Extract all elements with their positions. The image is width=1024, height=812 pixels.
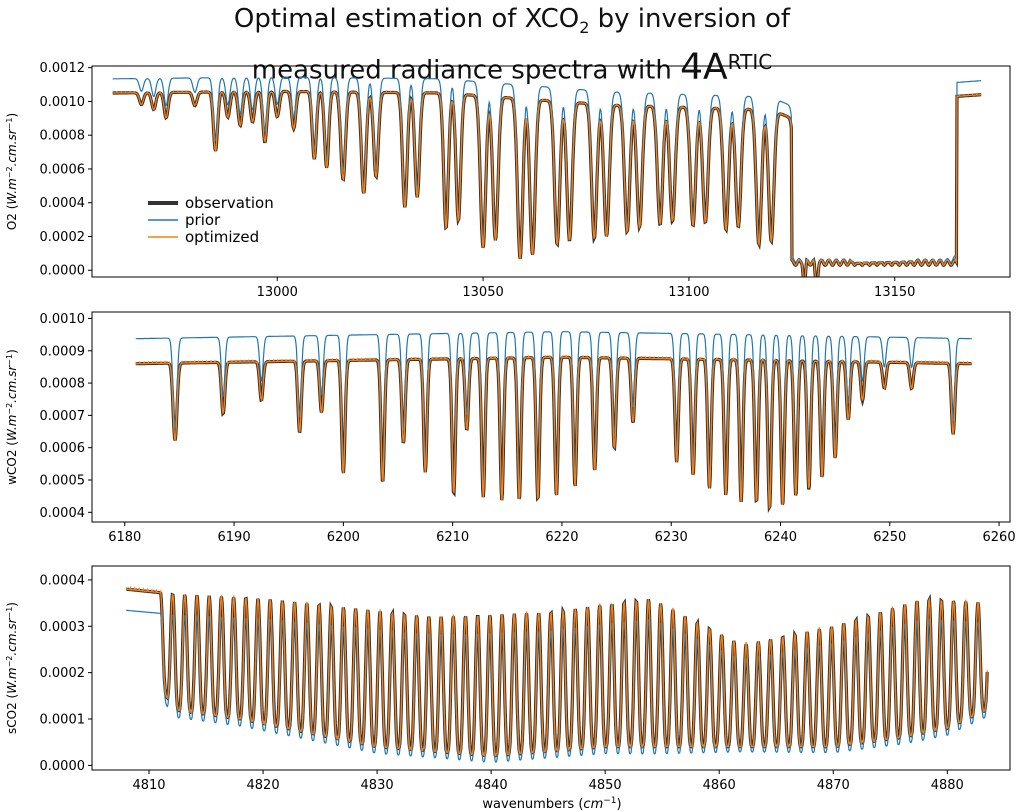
y-axis-label-part: sCO2 ( bbox=[5, 694, 19, 734]
y-axis-label-part: .cm.sr bbox=[5, 617, 19, 655]
x-tick-label: 6200 bbox=[327, 530, 360, 545]
x-tick-label: 4860 bbox=[703, 778, 736, 793]
y-axis-label-part: W.m bbox=[5, 667, 19, 693]
x-tick-label: 6180 bbox=[108, 530, 141, 545]
x-tick-label: 6190 bbox=[218, 530, 251, 545]
x-tick-label: 4810 bbox=[132, 778, 165, 793]
axes-frame bbox=[91, 311, 1011, 523]
series-observation bbox=[112, 89, 982, 277]
x-tick-label: 4850 bbox=[589, 778, 622, 793]
x-tick-label: 4880 bbox=[931, 778, 964, 793]
title-line2-sup: RTIC bbox=[727, 50, 773, 75]
y-tick-label: 0.0012 bbox=[40, 61, 86, 76]
x-tick-label: 6220 bbox=[545, 530, 578, 545]
y-axis-label-part: wCO2 ( bbox=[5, 441, 19, 485]
x-axis-label-prefix: wavenumbers ( bbox=[482, 797, 583, 812]
y-tick-label: 0.0000 bbox=[40, 759, 86, 774]
x-tick-label: 6240 bbox=[764, 530, 797, 545]
axes-frame bbox=[91, 565, 1011, 771]
x-tick-label: 6260 bbox=[983, 530, 1016, 545]
y-tick-label: 0.0005 bbox=[40, 474, 86, 489]
x-axis-label-suffix: ) bbox=[617, 797, 622, 812]
x-ticks: 4810 4820 4830 4840 4850 4860 4870 4880 bbox=[132, 770, 964, 793]
x-tick-label: 6210 bbox=[436, 530, 469, 545]
x-axis-label-unit: cm bbox=[583, 797, 603, 812]
x-tick-label: 13000 bbox=[257, 285, 298, 300]
y-axis-label-part: −2 bbox=[5, 166, 14, 178]
legend-label-observation: observation bbox=[185, 194, 274, 212]
y-axis-label: O2 (W.m−2.cm.sr−1) bbox=[5, 113, 20, 230]
series-optimized bbox=[112, 89, 982, 277]
chart-title: Optimal estimation of XCO2 by inversion … bbox=[0, 0, 1024, 88]
y-axis-label: sCO2 (W.m−2.cm.sr−1) bbox=[5, 602, 20, 734]
x-tick-label: 13050 bbox=[462, 285, 503, 300]
title-line2-big: 4A bbox=[680, 46, 728, 88]
y-axis-label-part: −1 bbox=[5, 118, 14, 130]
y-axis-label-part: W.m bbox=[5, 415, 19, 441]
series-prior bbox=[112, 76, 982, 277]
x-tick-label: 4870 bbox=[817, 778, 850, 793]
y-tick-label: 0.0002 bbox=[40, 230, 86, 245]
title-line1-sub: 2 bbox=[579, 18, 590, 38]
x-tick-label: 13100 bbox=[668, 285, 709, 300]
x-tick-label: 13150 bbox=[874, 285, 915, 300]
legend: observation prior optimized bbox=[148, 194, 274, 246]
y-tick-label: 0.0000 bbox=[40, 264, 86, 279]
y-tick-label: 0.0004 bbox=[40, 506, 86, 521]
y-tick-label: 0.0002 bbox=[40, 666, 86, 681]
y-axis-label-part: O2 ( bbox=[5, 205, 19, 231]
y-tick-label: 0.0001 bbox=[40, 713, 86, 728]
title-line1-prefix: Optimal estimation of XCO bbox=[233, 4, 580, 34]
x-axis-label-exp: −1 bbox=[603, 796, 616, 806]
y-tick-label: 0.0004 bbox=[40, 573, 86, 588]
x-tick-label: 6230 bbox=[655, 530, 688, 545]
y-axis-label-part: .cm.sr bbox=[5, 128, 19, 166]
x-tick-label: 4840 bbox=[475, 778, 508, 793]
x-ticks: 6180 6190 6200 6210 6220 6230 6240 6250 6260 bbox=[108, 522, 1016, 545]
y-ticks: 0.0004 0.0005 0.0006 0.0007 0.0008 0.0009 0.00… bbox=[40, 312, 92, 521]
series-optimized bbox=[125, 585, 988, 758]
panel-O2: 13000 13050 13100 131500.00000.00020.00040.… bbox=[5, 61, 1011, 300]
series-prior bbox=[135, 331, 972, 501]
series-optimized bbox=[135, 354, 973, 510]
title-line1-suffix: by inversion of bbox=[589, 4, 791, 34]
y-ticks: 0.0000 0.0002 0.0004 0.0006 0.0008 0.0010 0.00… bbox=[40, 61, 92, 279]
y-tick-label: 0.0010 bbox=[40, 95, 86, 110]
y-axis-label-part: −1 bbox=[5, 607, 14, 619]
legend-label-optimized: optimized bbox=[185, 228, 259, 246]
y-tick-label: 0.0006 bbox=[40, 162, 86, 177]
y-axis-label: wCO2 (W.m−2.cm.sr−1) bbox=[5, 349, 20, 485]
panel-sCO2: 4810 4820 4830 4840 4850 4860 4870 48800.00000.… bbox=[5, 565, 1011, 793]
x-axis-label: wavenumbers (cm−1) bbox=[482, 796, 621, 812]
y-tick-label: 0.0004 bbox=[40, 196, 86, 211]
y-ticks: 0.0000 0.0001 0.0002 0.0003 0.0004 bbox=[40, 573, 92, 774]
y-axis-label-part: ) bbox=[5, 113, 19, 118]
y-tick-label: 0.0008 bbox=[40, 377, 86, 392]
y-axis-label-part: −1 bbox=[5, 354, 14, 366]
y-tick-label: 0.0003 bbox=[40, 620, 86, 635]
y-tick-label: 0.0007 bbox=[40, 409, 86, 424]
y-axis-label-part: W.m bbox=[5, 178, 19, 204]
x-tick-label: 6250 bbox=[873, 530, 906, 545]
y-axis-label-part: ) bbox=[5, 602, 19, 607]
axes-frame bbox=[91, 65, 1011, 278]
y-tick-label: 0.0006 bbox=[40, 441, 86, 456]
series-prior bbox=[126, 609, 988, 763]
x-ticks: 13000 13050 13100 13150 bbox=[257, 277, 915, 300]
y-tick-label: 0.0009 bbox=[40, 344, 86, 359]
y-axis-label-part: −2 bbox=[5, 403, 14, 415]
y-axis-label-part: ) bbox=[5, 349, 19, 354]
x-tick-label: 4820 bbox=[247, 778, 280, 793]
y-axis-label-part: .cm.sr bbox=[5, 365, 19, 403]
y-axis-label-part: −2 bbox=[5, 656, 14, 668]
legend-label-prior: prior bbox=[185, 211, 221, 229]
panel-wCO2: 6180 6190 6200 6210 6220 6230 6240 6250 6260 0.00… bbox=[5, 311, 1016, 545]
x-tick-label: 4830 bbox=[361, 778, 394, 793]
y-tick-label: 0.0010 bbox=[40, 312, 86, 327]
y-tick-label: 0.0008 bbox=[40, 129, 86, 144]
